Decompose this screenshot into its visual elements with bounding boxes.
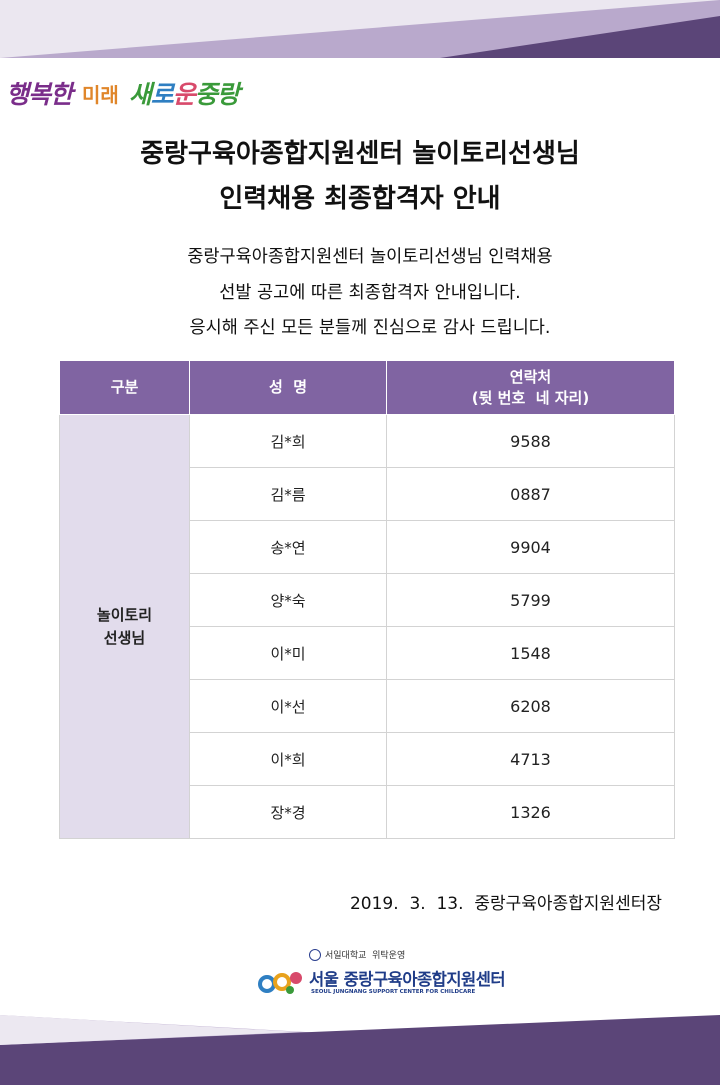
header-contact: 연락처 (뒷 번호 네 자리) [386, 360, 675, 415]
table-row: 송*연 9904 [60, 520, 675, 574]
header-contact-line-1: 연락처 [509, 368, 552, 387]
date-signature: 2019. 3. 13. 중랑구육아종합지원센터장 [349, 894, 662, 914]
slogan-word-future: 미래 [82, 82, 119, 107]
table-row: 이*미 1548 [60, 626, 675, 680]
table-row: 김*름 0887 [60, 467, 675, 521]
results-table: 구분 성 명 연락처 (뒷 번호 네 자리) 놀이토리 선생님 김*희 9588… [59, 360, 675, 839]
page-title-line-2: 인력채용 최종합격자 안내 [219, 184, 501, 214]
header-contact-line-2: (뒷 번호 네 자리) [471, 388, 590, 407]
page-title-line-1: 중랑구육아종합지원센터 놀이토리선생님 [140, 139, 580, 169]
intro-line-1: 중랑구육아종합지원센터 놀이토리선생님 인력채용 [187, 247, 553, 267]
phone-cell: 9904 [386, 520, 675, 574]
center-logo-mark-icon [258, 972, 302, 994]
table-row: 양*숙 5799 [60, 573, 675, 627]
category-line-2: 선생님 [103, 628, 146, 647]
header-name: 성 명 [189, 360, 387, 415]
top-decorative-band [0, 0, 720, 70]
category-line-1: 놀이토리 [96, 606, 153, 624]
table-header-row: 구분 성 명 연락처 (뒷 번호 네 자리) [59, 360, 675, 415]
slogan-word-new-jungnang: 새로운중랑 [128, 80, 240, 109]
slogan-word-happy: 행복한 [6, 80, 73, 109]
name-cell: 이*희 [189, 732, 387, 786]
category-cell: 놀이토리 선생님 [59, 414, 190, 839]
slogan-logo: 행복한 미래 새로운중랑 [6, 70, 258, 116]
name-cell: 송*연 [189, 520, 387, 574]
affiliation-line: 서일대학교 위탁운영 [309, 948, 405, 961]
phone-cell: 6208 [386, 679, 675, 733]
affiliation-text: 서일대학교 위탁운영 [325, 951, 406, 961]
phone-cell: 4713 [386, 732, 675, 786]
name-cell: 이*미 [189, 626, 387, 680]
center-logo: 서일대학교 위탁운영 서울 중랑구육아종합지원센터 SEOUL JUNGNANG… [255, 944, 515, 1004]
name-cell: 장*경 [189, 785, 387, 839]
bottom-decorative-band [0, 1015, 720, 1085]
table-row: 장*경 1326 [60, 785, 675, 839]
intro-line-2: 선발 공고에 따른 최종합격자 안내입니다. [219, 283, 521, 303]
name-cell: 김*희 [189, 414, 387, 468]
phone-cell: 1326 [386, 785, 675, 839]
name-cell: 이*선 [189, 679, 387, 733]
phone-cell: 9588 [386, 414, 675, 468]
center-name: 서울 중랑구육아종합지원센터 [309, 970, 506, 989]
intro-line-3: 응시해 주신 모든 분들께 진심으로 감사 드립니다. [189, 318, 551, 338]
center-name-english: SEOUL JUNGNANG SUPPORT CENTER FOR CHILDC… [311, 989, 476, 995]
table-row: 이*선 6208 [60, 679, 675, 733]
name-cell: 김*름 [189, 467, 387, 521]
table-row: 놀이토리 선생님 김*희 9588 [59, 414, 675, 839]
name-cell: 양*숙 [189, 573, 387, 627]
phone-cell: 5799 [386, 573, 675, 627]
university-emblem-icon [309, 948, 321, 961]
phone-cell: 0887 [386, 467, 675, 521]
phone-cell: 1548 [386, 626, 675, 680]
header-category: 구분 [59, 360, 190, 415]
